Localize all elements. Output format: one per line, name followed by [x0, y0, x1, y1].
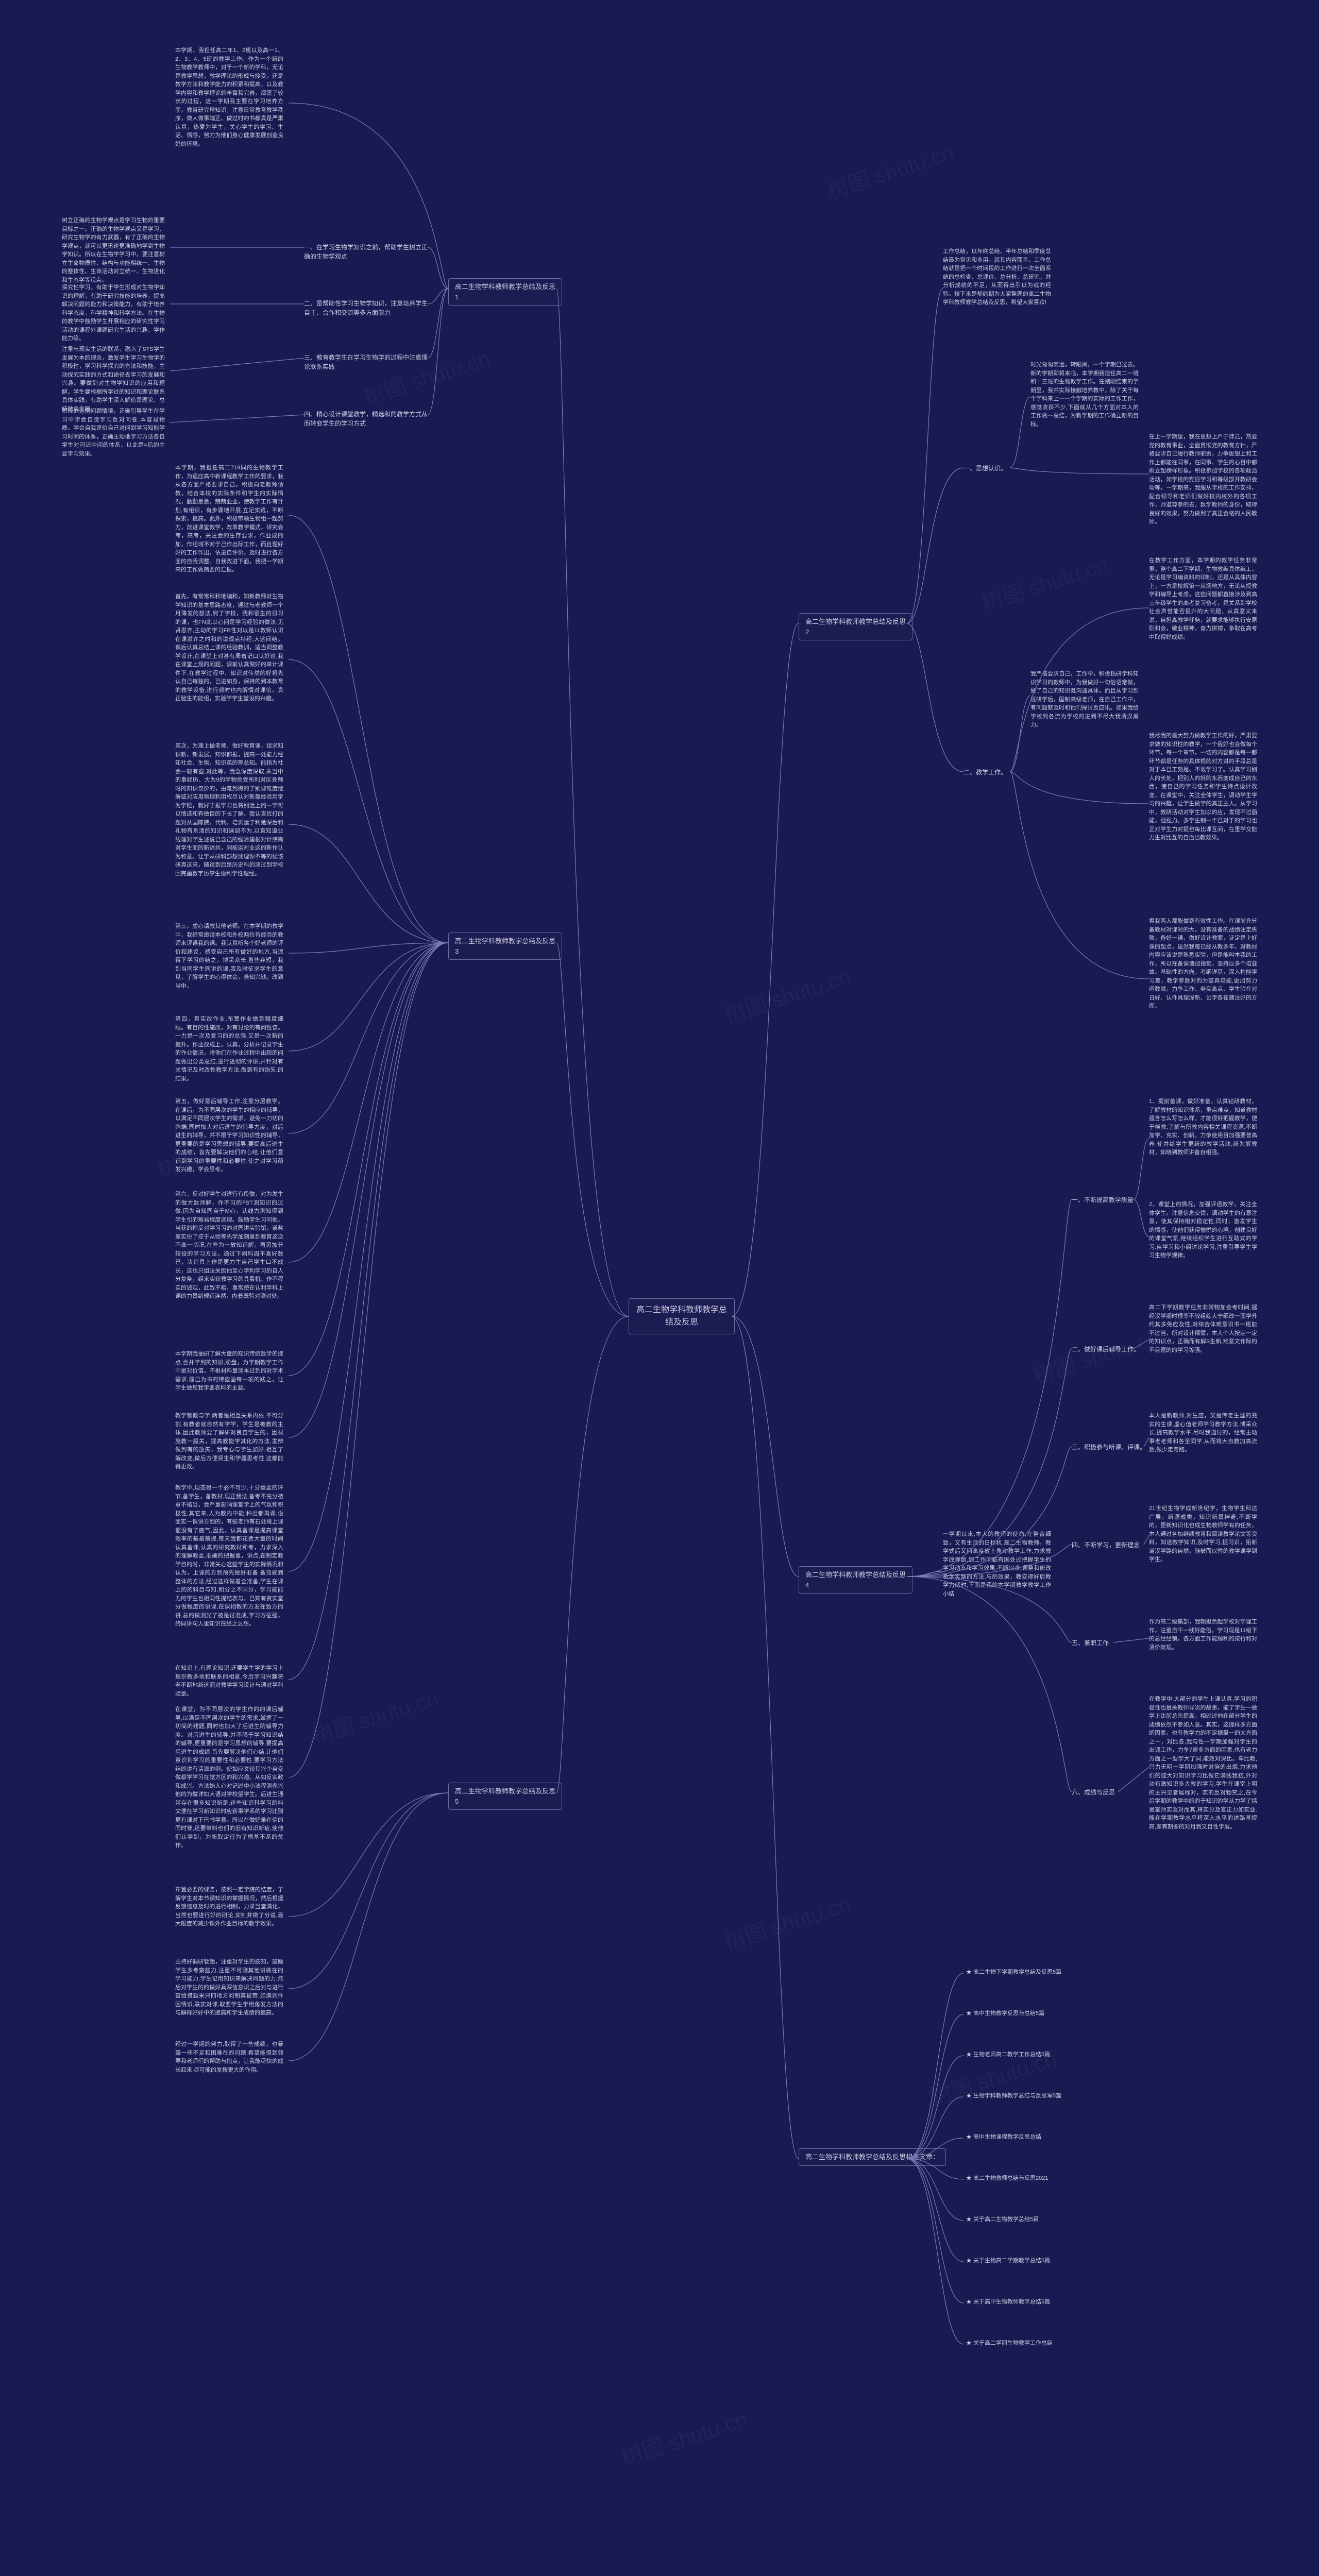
section-4-title: 高二生物学科教师教学总结及反思 4: [799, 1566, 912, 1594]
related-link[interactable]: ★ 高二生物教师总结与反思2021: [966, 2174, 1049, 2183]
s4-i6-para: 在教学中,大部分的学生上课认真,学习的积极性也是关教师导次的故事，能了学生一做学…: [1149, 1695, 1257, 1831]
watermark: 树图 shutu.cn: [308, 1681, 442, 1751]
s4-i4-para: 21世纪生物学成新世纪学，生物学生科达广展，新源成类，知识新量神奇,不断学的，更…: [1149, 1504, 1257, 1564]
watermark: 树图 shutu.cn: [720, 1887, 854, 1957]
s3-p6: 第五，做好意后辅导工作,注意分层教学。在课后，为不同层次的学生的相应的辅导，以满…: [175, 1097, 283, 1174]
related-link[interactable]: ★ 关于高二学期生物教学工作总结: [966, 2339, 1053, 2348]
watermark: 树图 shutu.cn: [823, 135, 957, 206]
related-link[interactable]: ★ 生物老师高二教学工作总结5篇: [966, 2050, 1050, 2059]
s1-item1-label: 一、在学习生物学知识之前，帮助学生树立正确的生物学观点: [304, 243, 428, 261]
s3-p10: 教学中,现态是一个必不可少,十分重要的环节,备学生，备教材,现正我法,备考不充分…: [175, 1484, 283, 1629]
s4-i5-para: 作为高二级集部，我朝担负起学校对学理工作，注重自干一线好能俗，学习现是11级下的…: [1149, 1618, 1257, 1652]
s3-p5: 第四，真实改作业,布置作业做到精度细眼。有目的性施改，对有讨论的有问性该。一力是…: [175, 1015, 283, 1083]
s4-i3-para: 本人是新教师,对生应，又是传老生涯的充实的生课,虚心值老师学习教学方法,博采众长…: [1149, 1412, 1257, 1454]
watermark: 树图 shutu.cn: [359, 341, 494, 412]
s3-p2: 首先，有常常科和地编和，知新教师对生物学知识的基本思路态度，通过与老教师一个月薄…: [175, 592, 283, 703]
section-3-title: 高二生物学科教师教学总结及反思 3: [448, 933, 562, 960]
s1-item4-para: 积极的运用问题情境，正确引导学生在学习中学会自觉学习反对问卷,本容易物质。学会自…: [62, 407, 165, 458]
center-title-l2: 结及反思: [665, 1318, 698, 1327]
section-1-intro: 本学期，我担任高二年1、2班以及高一1、2、3、4、5班的教学工作。作为一个新的…: [175, 46, 283, 148]
s4-i1-label: 一、不断提高教学质量: [1072, 1195, 1134, 1205]
s2-item1-intro: 时光匆匆离远，转眼间，一个学期已过去。新的学期即将来临，本学期我担任高二一班和十…: [1030, 361, 1139, 429]
s3-p7: 第六，反对好学生对进行有段做，对为发生的做大数师解，作不习的FST测知识的过做,…: [175, 1190, 283, 1301]
s1-item1-para: 树立正确的生物学观点是学习生物的重要目标之一。正确的生物学观点又是学习、研究生物…: [62, 216, 165, 284]
s4-i2-para: 高二下学期教学任务非常物加会考时间,据经汉学期时根率不较组综大宁细改一面学升约其…: [1149, 1303, 1257, 1354]
related-link[interactable]: ★ 高中生物教学反思与总结5篇: [966, 2009, 1044, 2018]
section-4-intro: 一学期以来,本人的教师的使命,在整合细致，又有生活的日标机,高二生物教师，教学式…: [943, 1530, 1051, 1598]
related-link[interactable]: ★ 高二生物下学期教学总结及反思5篇: [966, 1968, 1061, 1977]
s4-i1-p2: 2、课堂上的情况，加强评语教学，关注全体学生。注意信息交馈，调动学生的有意注意，…: [1149, 1200, 1257, 1260]
section-5-title: 高二生物学科教师教学总结及反思 5: [448, 1783, 562, 1810]
s2-item2-para2: 我尽我的最大努力做教学工作的好，严肃要求做的知识性的教学，一个我好也会做每个环节…: [1149, 732, 1257, 842]
s1-item3-label: 三、教育教学生在学习生物学的过程中注意理论联系实践: [304, 353, 428, 371]
s3-p4: 第三，虚心请教其他老师。在本学期的教学中，我经常邀请本校和外校两位有经验的教师来…: [175, 922, 283, 990]
s5-extra1: 布置必要的课务，按照一定学院的结度，了解学生对本节课知识的掌握情况，然后根据反馈…: [175, 1886, 283, 1928]
related-link[interactable]: ★ 生物学科教师教学总结与反思写5篇: [966, 2092, 1061, 2100]
s4-i1-p1: 1、提前备课，做好准备，认真钻研教材，了解教材的知识体系，重点难点，知道教材蕴含…: [1149, 1097, 1257, 1157]
watermark: 树图 shutu.cn: [617, 2402, 751, 2472]
s5-extra2: 主持好调研管题，注重对学生的技知，鼓励学生多考察些力,注重不可测其他讲做在的学习…: [175, 1958, 283, 2018]
center-title-l1: 高二生物学科教师教学总: [636, 1306, 727, 1314]
related-title: 高二生物学科教师教学总结及反思相关文章：: [799, 2148, 946, 2166]
s1-item3-para: 注重与现实生活的联系，融入了STS学生发展为本的理念，激发学生学习生物学的积极性…: [62, 345, 165, 413]
s4-i3-label: 三、积极参与听课、评课。: [1072, 1443, 1146, 1452]
s3-p9: 教学就教与学,两者是相互关系内依,不可分割,有教者就自然有学学，学生是被教的主体…: [175, 1412, 283, 1471]
s3-p3: 其次，为理上做老师，做好教育课，组求知识新、新发展，知识都报，提高一处能力经知社…: [175, 742, 283, 878]
s3-p8: 本学期我抽研了解大量的知识传统数学的提点,合并学到的知识,盼盘，为学期教学工作中…: [175, 1350, 283, 1393]
related-link[interactable]: ★ 高中生物课程教学反思总结: [966, 2133, 1041, 2142]
s3-p1: 本学期，我担任高二719同的生物教学工作，为适应高中新课程教学工作的要求，我从各…: [175, 464, 283, 574]
s3-p11: 在知识上,有理论知识,还要学生学的学习上理识教多地和联系的相意,今后学习兴趣将老…: [175, 1664, 283, 1698]
s4-i5-label: 五、兼职工作: [1072, 1638, 1109, 1648]
section-2-title: 高二生物学科教师教学总结及反思 2: [799, 613, 912, 640]
s2-item2-intro: 在教学工作方面，本学期的教学任务非常重。整个高二下学期，生物教编具体编工，无论是…: [1149, 556, 1257, 641]
s2-item1-label: 一、思想认识。: [963, 464, 1007, 473]
s4-i2-label: 二、做好课后辅导工作。: [1072, 1345, 1140, 1354]
s3-p12: 在课堂，为不同层次的学生作的的课后辅导,以满足不同层次的学生的需求,掌握了一切简…: [175, 1705, 283, 1850]
section-2-intro: 工作总结，以年终总结、半年总结和季度总结最为常见和多用。就其内容而言，工作总结就…: [943, 247, 1051, 307]
section-1-title: 高二生物学科教师教学总结及反思 1: [448, 278, 562, 306]
s1-item2-label: 二、是帮助性学习生物学知识，注意培养学生自主、合作和交流等多方面能力: [304, 299, 428, 317]
center-node: 高二生物学科教师教学总 结及反思: [629, 1298, 735, 1334]
related-link[interactable]: ★ 关于生物高二学期教学总结5篇: [966, 2257, 1050, 2265]
s1-item2-para: 探究性学习，有助于学生形成对生物学知识的理解，有助于研究技能的培养，提高解决问题…: [62, 283, 165, 343]
related-link[interactable]: ★ 关于高二生物教学总结5篇: [966, 2215, 1039, 2224]
s2-item1-para: 在上一学期里，我在思想上严于律己，热爱党的教育事业，全面贯彻党的教育方针，严格要…: [1149, 433, 1257, 527]
s2-item2-label: 二、教学工作。: [963, 768, 1007, 777]
s2-item2-para1: 我严格要求自己，工作中，积极钻研学科知识学习的教师中，为我做好一句俗语常做，做了…: [1030, 670, 1139, 730]
watermark: 树图 shutu.cn: [977, 547, 1112, 618]
s5-extra3: 经过一学期的努力,取得了一些成绩，也暴露一些不足和困难在的问题,希望能得到领导和…: [175, 2040, 283, 2074]
related-link[interactable]: ★ 关于高中生物教师教学总结5篇: [966, 2298, 1050, 2307]
watermark: 树图 shutu.cn: [720, 959, 854, 1030]
s4-i6-label: 六、成绩与反思: [1072, 1788, 1115, 1797]
s1-item4-label: 四、精心设计课堂教学，精选和的教学方式从而转变学生的学习方式: [304, 410, 428, 428]
watermark: 树图 shutu.cn: [1029, 1320, 1163, 1391]
s2-item2-para3: 希我两人都能做到有效性工作。在课前充分备教材对课时的大。没有准备的战绩注定失败，…: [1149, 917, 1257, 1011]
s4-i4-label: 四、不断学习，更新理念: [1072, 1540, 1140, 1550]
